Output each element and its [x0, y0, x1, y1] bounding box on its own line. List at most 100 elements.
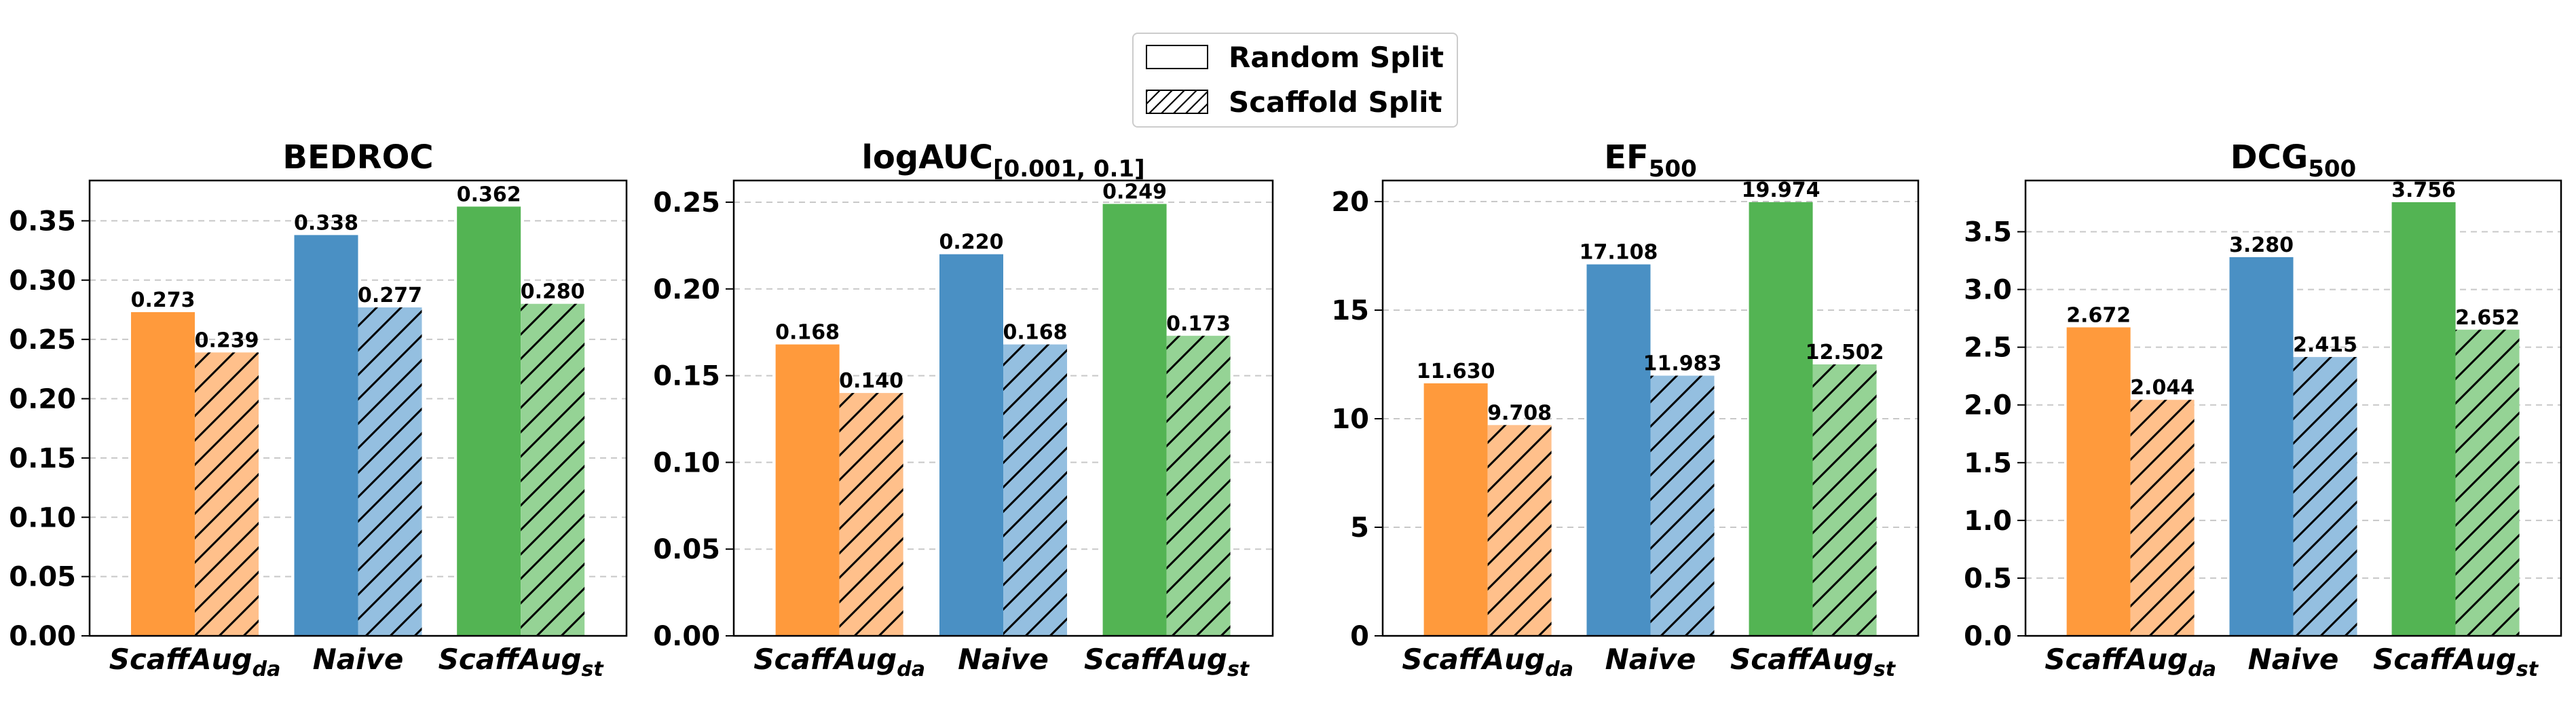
chart-panel: 0.000.050.100.150.200.250.300.350.2730.2… — [9, 138, 628, 681]
data-label: 17.108 — [1580, 241, 1658, 265]
chart-title: logAUC[0.001, 0.1] — [861, 138, 1144, 183]
bar-random-split — [294, 235, 358, 636]
y-tick-label: 0.20 — [653, 274, 720, 305]
category-label: ScaffAugst — [1730, 643, 1897, 681]
chart-panel: 0 5 10 15 20 11.630 9.708 ScaffAugda 17.108 11.98… — [1331, 138, 1920, 681]
category-label: ScaffAugda — [109, 643, 281, 681]
y-tick-label: 3.0 — [1964, 275, 2012, 306]
y-tick-label: 20 — [1331, 187, 1369, 218]
y-tick-label: 0.15 — [9, 443, 76, 474]
bar-hatch-overlay — [1487, 425, 1552, 636]
data-label: 11.983 — [1643, 352, 1722, 376]
y-tick-label: 0.25 — [653, 187, 720, 219]
bar-random-split — [131, 311, 195, 636]
legend-item-scaffold-split: Scaffold Split — [1146, 86, 1442, 119]
plot-frame — [88, 179, 628, 637]
category-label: ScaffAugda — [753, 643, 925, 681]
data-label: 0.277 — [358, 284, 422, 307]
legend-item-random-split: Random Split — [1146, 40, 1444, 74]
data-label: 0.168 — [1003, 321, 1068, 345]
y-tick-label: 0.00 — [653, 621, 720, 652]
bar-hatch-overlay — [358, 307, 422, 636]
y-tick-label: 0.30 — [9, 265, 76, 297]
y-tick-label: 0.05 — [653, 534, 720, 565]
y-tick-label: 15 — [1331, 295, 1369, 326]
plot-frame — [2024, 179, 2562, 637]
legend: Random Split Scaffold Split — [1132, 33, 1458, 128]
y-tick-label: 0.05 — [9, 562, 76, 593]
bar-hatch-overlay — [2455, 329, 2520, 636]
data-label: 0.249 — [1102, 181, 1167, 204]
bar-random-split — [2229, 257, 2294, 637]
chart-title: DCG500 — [2230, 138, 2356, 183]
y-tick-label: 2.0 — [1964, 390, 2012, 421]
category-label: ScaffAugst — [2373, 643, 2539, 681]
data-label: 0.273 — [131, 288, 195, 312]
y-tick-label: 0 — [1350, 621, 1369, 652]
plot-frame — [1381, 179, 1920, 637]
bar-hatch-overlay — [1812, 364, 1877, 636]
plot-frame — [732, 179, 1274, 637]
data-label: 0.239 — [195, 328, 259, 352]
data-label: 0.280 — [521, 280, 585, 304]
category-label: ScaffAugst — [1084, 643, 1250, 681]
y-tick-label: 0.35 — [9, 206, 76, 237]
y-tick-label: 1.5 — [1964, 448, 2012, 479]
bar-hatch-overlay — [195, 352, 259, 636]
y-tick-label: 1.0 — [1964, 506, 2012, 537]
bar-hatch-overlay — [2293, 357, 2357, 636]
category-label: Naive — [958, 643, 1049, 676]
y-tick-label: 0.10 — [9, 502, 76, 533]
data-label: 0.362 — [457, 183, 521, 206]
bar-random-split — [775, 344, 840, 636]
bar-random-split — [1102, 204, 1167, 637]
legend-label: Scaffold Split — [1229, 85, 1442, 119]
data-label: 12.502 — [1806, 341, 1884, 364]
data-label: 0.220 — [939, 231, 1004, 254]
category-label: Naive — [313, 643, 404, 676]
y-tick-label: 0.00 — [9, 621, 76, 652]
y-tick-label: 0.20 — [9, 384, 76, 415]
data-label: 3.280 — [2229, 233, 2294, 257]
bar-random-split — [1586, 264, 1651, 636]
y-tick-label: 3.5 — [1964, 217, 2012, 248]
y-tick-label: 0.10 — [653, 447, 720, 478]
data-label: 9.708 — [1487, 401, 1552, 425]
chart-title: BEDROC — [282, 138, 433, 176]
bar-hatch-overlay — [521, 303, 585, 636]
bar-hatch-overlay — [1003, 344, 1067, 636]
legend-swatch-hatch — [1146, 90, 1208, 114]
bar-random-split — [2066, 327, 2131, 636]
bar-hatch-overlay — [1650, 375, 1715, 636]
y-tick-label: 2.5 — [1964, 333, 2012, 364]
bar-hatch-overlay — [1166, 335, 1231, 636]
category-label: ScaffAugst — [438, 643, 605, 681]
data-label: 0.338 — [294, 211, 358, 235]
data-label: 0.173 — [1166, 312, 1231, 336]
y-tick-label: 10 — [1331, 404, 1369, 435]
category-label: ScaffAugda — [1402, 643, 1573, 681]
data-label: 2.672 — [2066, 303, 2131, 327]
category-label: Naive — [1605, 643, 1696, 676]
y-tick-label: 0.25 — [9, 324, 76, 356]
bar-random-split — [1749, 202, 1813, 636]
data-label: 3.756 — [2391, 178, 2456, 202]
data-label: 0.140 — [839, 369, 903, 393]
bar-random-split — [2391, 202, 2456, 636]
chart-panel: 0.0 0.5 1.0 1.5 2.0 2.5 3.0 3.5 2.672 2.044 ScaffA… — [1964, 138, 2562, 681]
data-label: 2.044 — [2130, 376, 2195, 400]
y-tick-label: 0.15 — [653, 361, 720, 392]
data-label: 11.630 — [1417, 360, 1495, 383]
category-label: Naive — [2248, 643, 2339, 676]
bar-random-split — [939, 254, 1003, 637]
data-label: 19.974 — [1742, 178, 1821, 202]
y-tick-label: 5 — [1350, 512, 1369, 544]
data-label: 0.168 — [775, 321, 840, 345]
data-label: 2.652 — [2455, 306, 2520, 330]
data-label: 2.415 — [2293, 333, 2357, 357]
chart-title: EF500 — [1604, 138, 1697, 183]
bar-hatch-overlay — [2130, 400, 2195, 636]
chart-panel: 0.00 0.05 0.10 0.15 0.20 0.25 0.168 0.140 ScaffA… — [653, 138, 1274, 681]
legend-label: Random Split — [1229, 40, 1444, 74]
